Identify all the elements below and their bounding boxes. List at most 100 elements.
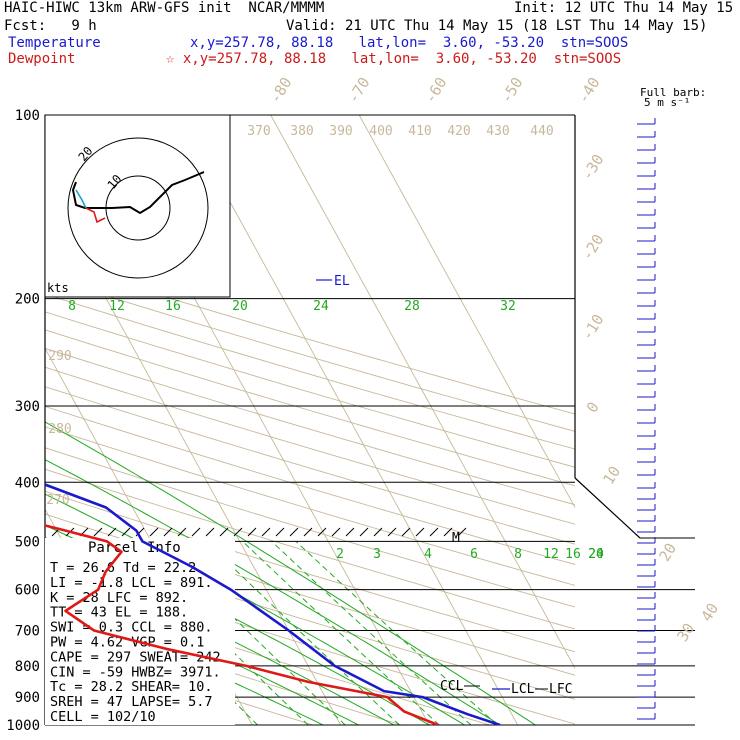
mixing-ratio-line — [242, 541, 440, 725]
cloud-hatch — [331, 527, 341, 537]
mixing-ratio-label: 20 — [588, 547, 604, 562]
hodograph-box — [44, 114, 231, 298]
mixing-ratio-label: 12 — [543, 547, 559, 562]
cloud-hatch — [163, 527, 173, 537]
isotherm-label: 0 — [583, 399, 603, 416]
isotherm-label: -30 — [578, 151, 608, 184]
cloud-hatch — [121, 527, 131, 537]
cloud-hatch — [415, 527, 425, 537]
pressure-tick-label: 1000 — [6, 718, 40, 734]
pressure-tick-label: 300 — [15, 399, 40, 415]
moist-adiabat-label: 16 — [165, 299, 181, 314]
dry-adiabat-line — [45, 276, 575, 432]
moist-adiabat-label: 8 — [68, 299, 76, 314]
theta-label: 370 — [247, 124, 270, 139]
parcel-row: CAPE = 297 SWEAT= 242 — [50, 649, 221, 665]
cloud-hatch — [261, 527, 271, 537]
pressure-tick-label: 500 — [15, 534, 40, 550]
cloud-hatch — [275, 527, 285, 537]
pressure-tick-label: 700 — [15, 624, 40, 640]
moist-adiabat-label: 24 — [313, 299, 329, 314]
mixing-ratio-line — [205, 541, 400, 725]
theta-label: 270 — [46, 493, 69, 508]
mixing-ratio-label: 8 — [514, 547, 522, 562]
theta-label: 390 — [329, 124, 352, 139]
isotherm-line — [358, 115, 575, 509]
theta-label: 410 — [408, 124, 431, 139]
dry-adiabat-line — [45, 447, 575, 608]
moist-adiabat-label: 12 — [109, 299, 125, 314]
plot-frame-corner — [574, 477, 641, 539]
parcel-row: PW = 4.62 VGP = 0.1 — [50, 635, 204, 651]
cloud-hatch — [429, 527, 439, 537]
theta-label: 290 — [48, 349, 71, 364]
theta-label: 280 — [48, 422, 71, 437]
parcel-row: SREH = 47 LAPSE= 5.7 — [50, 694, 213, 710]
theta-label: 430 — [486, 124, 509, 139]
cloud-hatch — [149, 527, 159, 537]
isotherm-line — [93, 115, 430, 725]
dry-adiabat-line — [45, 611, 402, 725]
mixing-ratio-label: 2 — [336, 547, 344, 562]
dry-adiabat-line — [45, 585, 490, 725]
cloud-hatch — [93, 527, 103, 537]
mixing-ratio-label: 24 — [588, 547, 604, 562]
cloud-hatch — [289, 527, 299, 537]
pressure-tick-label: 600 — [15, 583, 40, 599]
header-init: Init: 12 UTC Thu 14 May 15 — [514, 0, 734, 16]
legend-temperature: Temperature — [8, 35, 101, 51]
mixing-ratio-label: 6 — [470, 547, 478, 562]
isotherm-label: 30 — [673, 620, 698, 645]
isotherm-line — [181, 115, 519, 725]
parcel-row: TT = 43 EL = 188. — [50, 605, 188, 621]
theta-label: 380 — [290, 124, 313, 139]
cloud-hatch — [373, 527, 383, 537]
dry-adiabat-line — [45, 426, 575, 586]
cloud-hatch — [177, 527, 187, 537]
cloud-hatch — [387, 527, 397, 537]
isotherm-label: -40 — [574, 74, 604, 107]
isotherm-line — [45, 186, 342, 725]
hodograph-trace-mid — [75, 189, 87, 209]
barb-legend-title: Full barb: — [640, 86, 706, 99]
m-label: M — [452, 531, 460, 546]
cloud-hatch — [191, 527, 201, 537]
header-valid: Valid: 21 UTC Thu 14 May 15 (18 LST Thu … — [286, 18, 708, 34]
dry-adiabat-line — [45, 468, 575, 630]
mixing-ratio-label: 16 — [565, 547, 581, 562]
dewpoint-trace — [45, 524, 439, 725]
theta-label: 420 — [447, 124, 470, 139]
cloud-hatch — [247, 527, 257, 537]
moist-adiabat-label: 28 — [404, 299, 420, 314]
hodograph-trace — [71, 171, 205, 215]
dry-adiabat-line — [45, 490, 575, 653]
dry-adiabat-line — [45, 347, 575, 506]
parcel-box — [45, 538, 235, 725]
parcel-row: K = 28 LFC = 892. — [50, 590, 188, 606]
mixing-ratio-label: 3 — [373, 547, 381, 562]
moist-adiabat-label: 20 — [232, 299, 248, 314]
lcl-label: LCL — [511, 682, 535, 697]
cloud-hatch — [457, 527, 467, 537]
isotherm-label: -70 — [344, 74, 374, 107]
isotherm-label: 10 — [599, 463, 624, 488]
cloud-hatch — [107, 527, 117, 537]
moist-adiabat-line — [45, 599, 324, 725]
cloud-hatch — [345, 527, 355, 537]
legend-temperature-info: x,y=257.78, 88.18 lat,lon= 3.60, -53.20 … — [190, 35, 629, 51]
pressure-tick-label: 100 — [15, 108, 40, 124]
header-title: HAIC-HIWC 13km ARW-GFS init NCAR/MMMM — [4, 0, 325, 16]
cloud-hatch — [303, 527, 313, 537]
parcel-row: CIN = -59 HWBZ= 3971. — [50, 664, 221, 680]
isotherm-line — [270, 115, 575, 670]
isotherm-label: -50 — [497, 74, 527, 107]
lfc-label: LFC — [549, 682, 572, 697]
dry-adiabat-line — [45, 329, 575, 487]
cloud-hatch — [205, 527, 215, 537]
barb-legend-units: 5 m s⁻¹ — [644, 96, 690, 109]
legend-dewpoint: Dewpoint — [8, 51, 76, 67]
hodograph-ring-20 — [67, 137, 209, 279]
pressure-tick-label: 800 — [15, 659, 40, 675]
